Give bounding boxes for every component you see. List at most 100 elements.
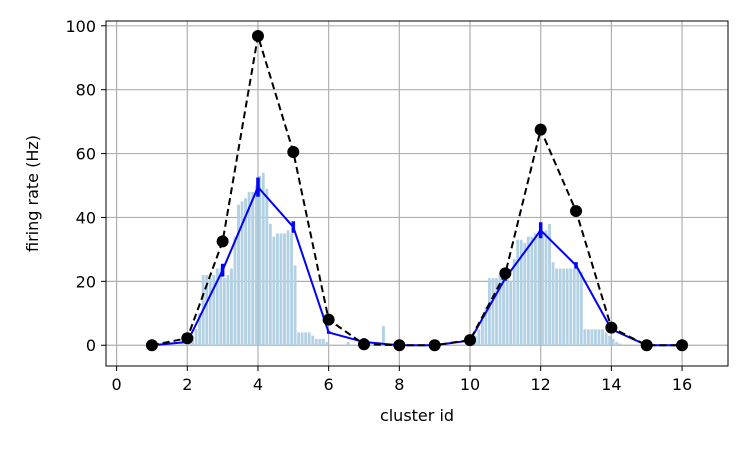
histogram-bar (608, 335, 612, 346)
histogram-bar (562, 268, 566, 346)
black-series-point (534, 123, 547, 136)
histogram-bar (205, 274, 209, 346)
histogram-bar (480, 319, 484, 346)
y-tick-label: 100 (65, 17, 96, 36)
histogram-bar (318, 338, 322, 346)
histogram-bar (208, 278, 212, 346)
histogram-bar (519, 239, 523, 346)
histogram-bars (187, 172, 622, 346)
histogram-bar (258, 175, 262, 346)
histogram-bar (505, 268, 509, 346)
histogram-bar (555, 268, 559, 346)
histogram-bar (283, 233, 286, 346)
histogram-bar (604, 332, 608, 346)
histogram-bar (247, 191, 251, 346)
histogram-bar (297, 332, 301, 346)
black-series-point (464, 334, 477, 347)
histogram-bar (541, 233, 544, 346)
black-series-point (322, 313, 335, 326)
blue-series-line (151, 185, 683, 347)
black-series-point (181, 332, 194, 345)
histogram-bar (477, 329, 481, 346)
histogram-bar (279, 233, 283, 346)
histogram-bar (219, 268, 223, 346)
histogram-bar (611, 338, 615, 346)
histogram-bar (212, 274, 216, 346)
histogram-bar (583, 329, 587, 346)
histogram-bar (261, 172, 265, 346)
histogram-bar (222, 278, 226, 346)
histogram-bar (194, 329, 198, 346)
y-tick-label: 60 (76, 145, 96, 164)
histogram-bar (304, 332, 308, 346)
x-tick-label: 6 (324, 375, 334, 394)
black-series-point (428, 339, 441, 352)
x-tick-label: 0 (112, 375, 122, 394)
black-series-point (287, 145, 300, 158)
histogram-bar (290, 233, 293, 346)
black-series-point (605, 321, 618, 334)
histogram-bar (254, 185, 258, 346)
black-series-point (145, 339, 158, 352)
histogram-bar (226, 274, 230, 346)
x-axis-label: cluster id (380, 406, 454, 425)
histogram-bar (198, 313, 202, 346)
histogram-bar (244, 198, 248, 346)
histogram-bar (251, 191, 255, 346)
histogram-bar (502, 268, 505, 346)
y-tick-label: 40 (76, 208, 96, 227)
histogram-bar (530, 236, 534, 346)
histogram-bar (495, 278, 498, 346)
histogram-bar (618, 343, 622, 346)
histogram-bar (594, 329, 597, 346)
histogram-bar (230, 268, 233, 346)
histogram-bar (272, 236, 276, 346)
histogram-bar (275, 233, 279, 346)
histogram-bar (300, 332, 304, 346)
black-series-point (216, 235, 229, 248)
axis-ticks: 0 2 4 6 8 10 12 14 16 0 20 40 60 80 100 (65, 17, 692, 394)
histogram-bar (484, 306, 488, 346)
histogram-bar (512, 258, 516, 346)
histogram-bar (268, 223, 272, 346)
black-series-point (393, 339, 406, 352)
plot-frame (105, 20, 729, 367)
black-series-point (357, 338, 370, 351)
y-tick-label: 80 (76, 81, 96, 100)
histogram-bar (572, 268, 576, 346)
x-tick-label: 4 (253, 375, 263, 394)
histogram-bar (601, 329, 604, 346)
black-series-point (640, 339, 653, 352)
histogram-bar (311, 335, 315, 346)
histogram-bar (523, 243, 527, 346)
histogram-bar (491, 278, 495, 346)
black-series-point (570, 205, 583, 218)
histogram-bar (321, 338, 325, 346)
histogram-bar (579, 271, 583, 346)
histogram-bar (569, 268, 573, 346)
histogram-bar (551, 262, 555, 346)
histogram-bar (509, 281, 513, 346)
histogram-bar (488, 278, 491, 346)
y-tick-label: 20 (76, 272, 96, 291)
y-tick-label: 0 (86, 336, 96, 355)
histogram-bar (286, 230, 290, 346)
histogram-bar (516, 239, 520, 346)
black-series-line (151, 35, 683, 347)
histogram-bar (240, 201, 244, 346)
histogram-bar (548, 223, 551, 346)
histogram-bar (558, 268, 562, 346)
histogram-bar (533, 233, 537, 346)
histogram-bar (597, 329, 601, 346)
histogram-bar (233, 236, 237, 346)
histogram-bar (307, 332, 311, 346)
x-tick-label: 16 (672, 375, 692, 394)
y-axis-label: firing rate (Hz) (23, 135, 42, 252)
histogram-bar (346, 342, 350, 346)
black-series-point (676, 339, 689, 352)
x-tick-label: 8 (394, 375, 404, 394)
x-tick-label: 12 (531, 375, 551, 394)
histogram-bar (382, 326, 385, 346)
